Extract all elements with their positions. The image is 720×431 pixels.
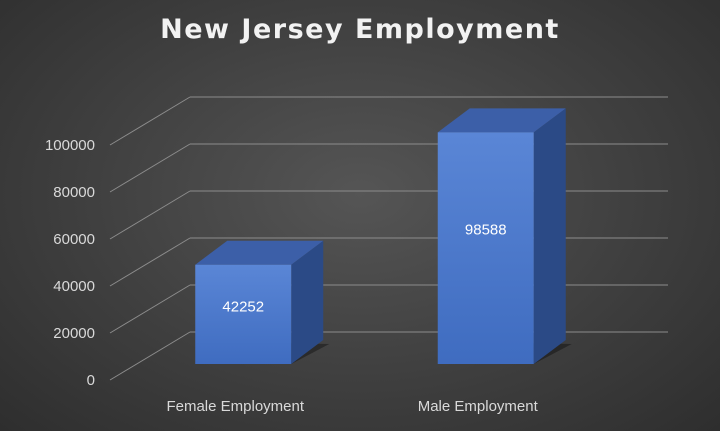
bar-top-face xyxy=(437,108,566,133)
data-label: 42252 xyxy=(222,298,264,315)
bar xyxy=(437,108,572,364)
y-tick-label: 100000 xyxy=(45,137,95,154)
y-tick-label: 20000 xyxy=(53,325,95,342)
y-tick-label: 60000 xyxy=(53,231,95,248)
bar-side-face xyxy=(533,108,566,364)
gridline-side xyxy=(109,331,191,381)
bar xyxy=(195,240,330,364)
gridline-side xyxy=(109,190,191,240)
category-label: Male Employment xyxy=(418,398,539,415)
bar-side-face xyxy=(291,240,324,364)
gridline-side xyxy=(109,237,191,287)
y-tick-label: 0 xyxy=(87,372,95,389)
gridline-side xyxy=(109,284,191,334)
bar-top-face xyxy=(195,240,324,265)
chart-title: New Jersey Employment xyxy=(160,14,560,45)
gridline-side xyxy=(109,143,191,193)
data-label: 98588 xyxy=(465,222,507,239)
category-label: Female Employment xyxy=(166,398,304,415)
gridline-side xyxy=(109,96,191,146)
y-tick-label: 80000 xyxy=(53,184,95,201)
bar-front-face xyxy=(195,264,292,364)
bar-front-face xyxy=(437,132,534,364)
y-tick-label: 40000 xyxy=(53,278,95,295)
